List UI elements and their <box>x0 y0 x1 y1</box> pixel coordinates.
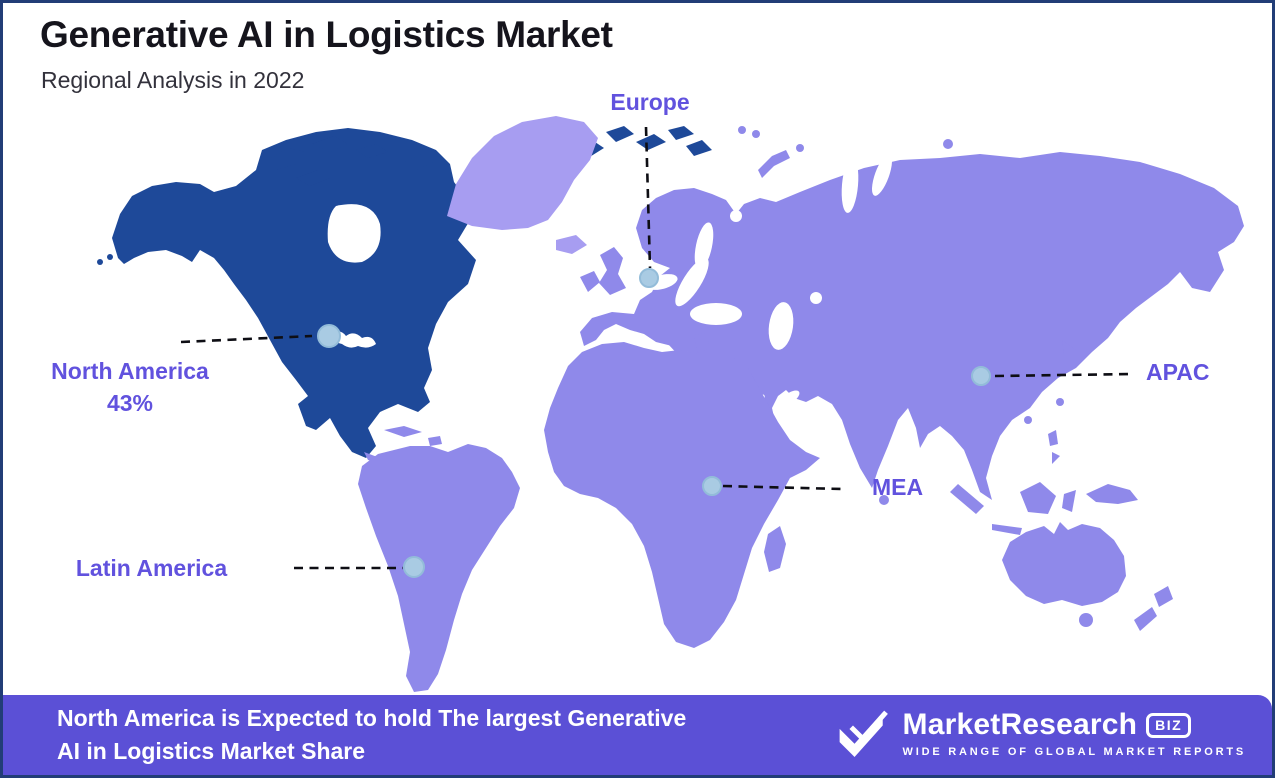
continent-australia <box>1002 522 1173 631</box>
page-subtitle: Regional Analysis in 2022 <box>41 67 305 93</box>
region-name: North America <box>51 358 209 384</box>
banner-note: North America is Expected to hold The la… <box>57 702 787 768</box>
region-label-apac: APAC <box>1146 359 1210 385</box>
region-label-north-america: North America 43% <box>15 355 245 419</box>
region-label-latin-america: Latin America <box>75 555 228 581</box>
continent-south-america <box>358 444 520 692</box>
asian-islands <box>879 298 1138 535</box>
leader-line-mea <box>722 484 842 491</box>
greenland <box>447 116 598 254</box>
region-share-value: 43% <box>106 390 154 416</box>
leader-line-north-america <box>180 334 313 344</box>
continent-africa <box>544 342 820 648</box>
leader-line-europe <box>644 126 652 269</box>
leader-line-apac <box>994 372 1134 378</box>
banner-note-line1: North America is Expected to hold The la… <box>57 705 687 731</box>
continent-north-america <box>97 126 712 458</box>
marker-apac <box>971 366 991 386</box>
region-label-mea: MEA <box>872 474 924 500</box>
footer-banner: North America is Expected to hold The la… <box>3 695 1272 775</box>
marker-mea <box>702 476 722 496</box>
banner-note-line2: AI in Logistics Market Share <box>57 738 366 764</box>
brand-suffix-badge: BIZ <box>1146 713 1192 738</box>
page-title: Generative AI in Logistics Market <box>40 14 613 55</box>
marker-north-america <box>317 324 341 348</box>
brand-logo-text: MarketResearch BIZ WIDE RANGE OF GLOBAL … <box>903 708 1246 758</box>
british-isles <box>580 247 626 295</box>
marker-latin-america <box>403 556 425 578</box>
region-label-europe: Europe <box>610 89 690 115</box>
double-check-icon <box>839 710 888 758</box>
brand-tagline: WIDE RANGE OF GLOBAL MARKET REPORTS <box>902 746 1246 758</box>
brand-name-row: MarketResearch BIZ <box>903 708 1246 742</box>
brand-logo: MarketResearch BIZ WIDE RANGE OF GLOBAL … <box>833 704 1246 762</box>
brand-name: MarketResearch <box>902 708 1138 741</box>
marker-europe <box>639 268 659 288</box>
